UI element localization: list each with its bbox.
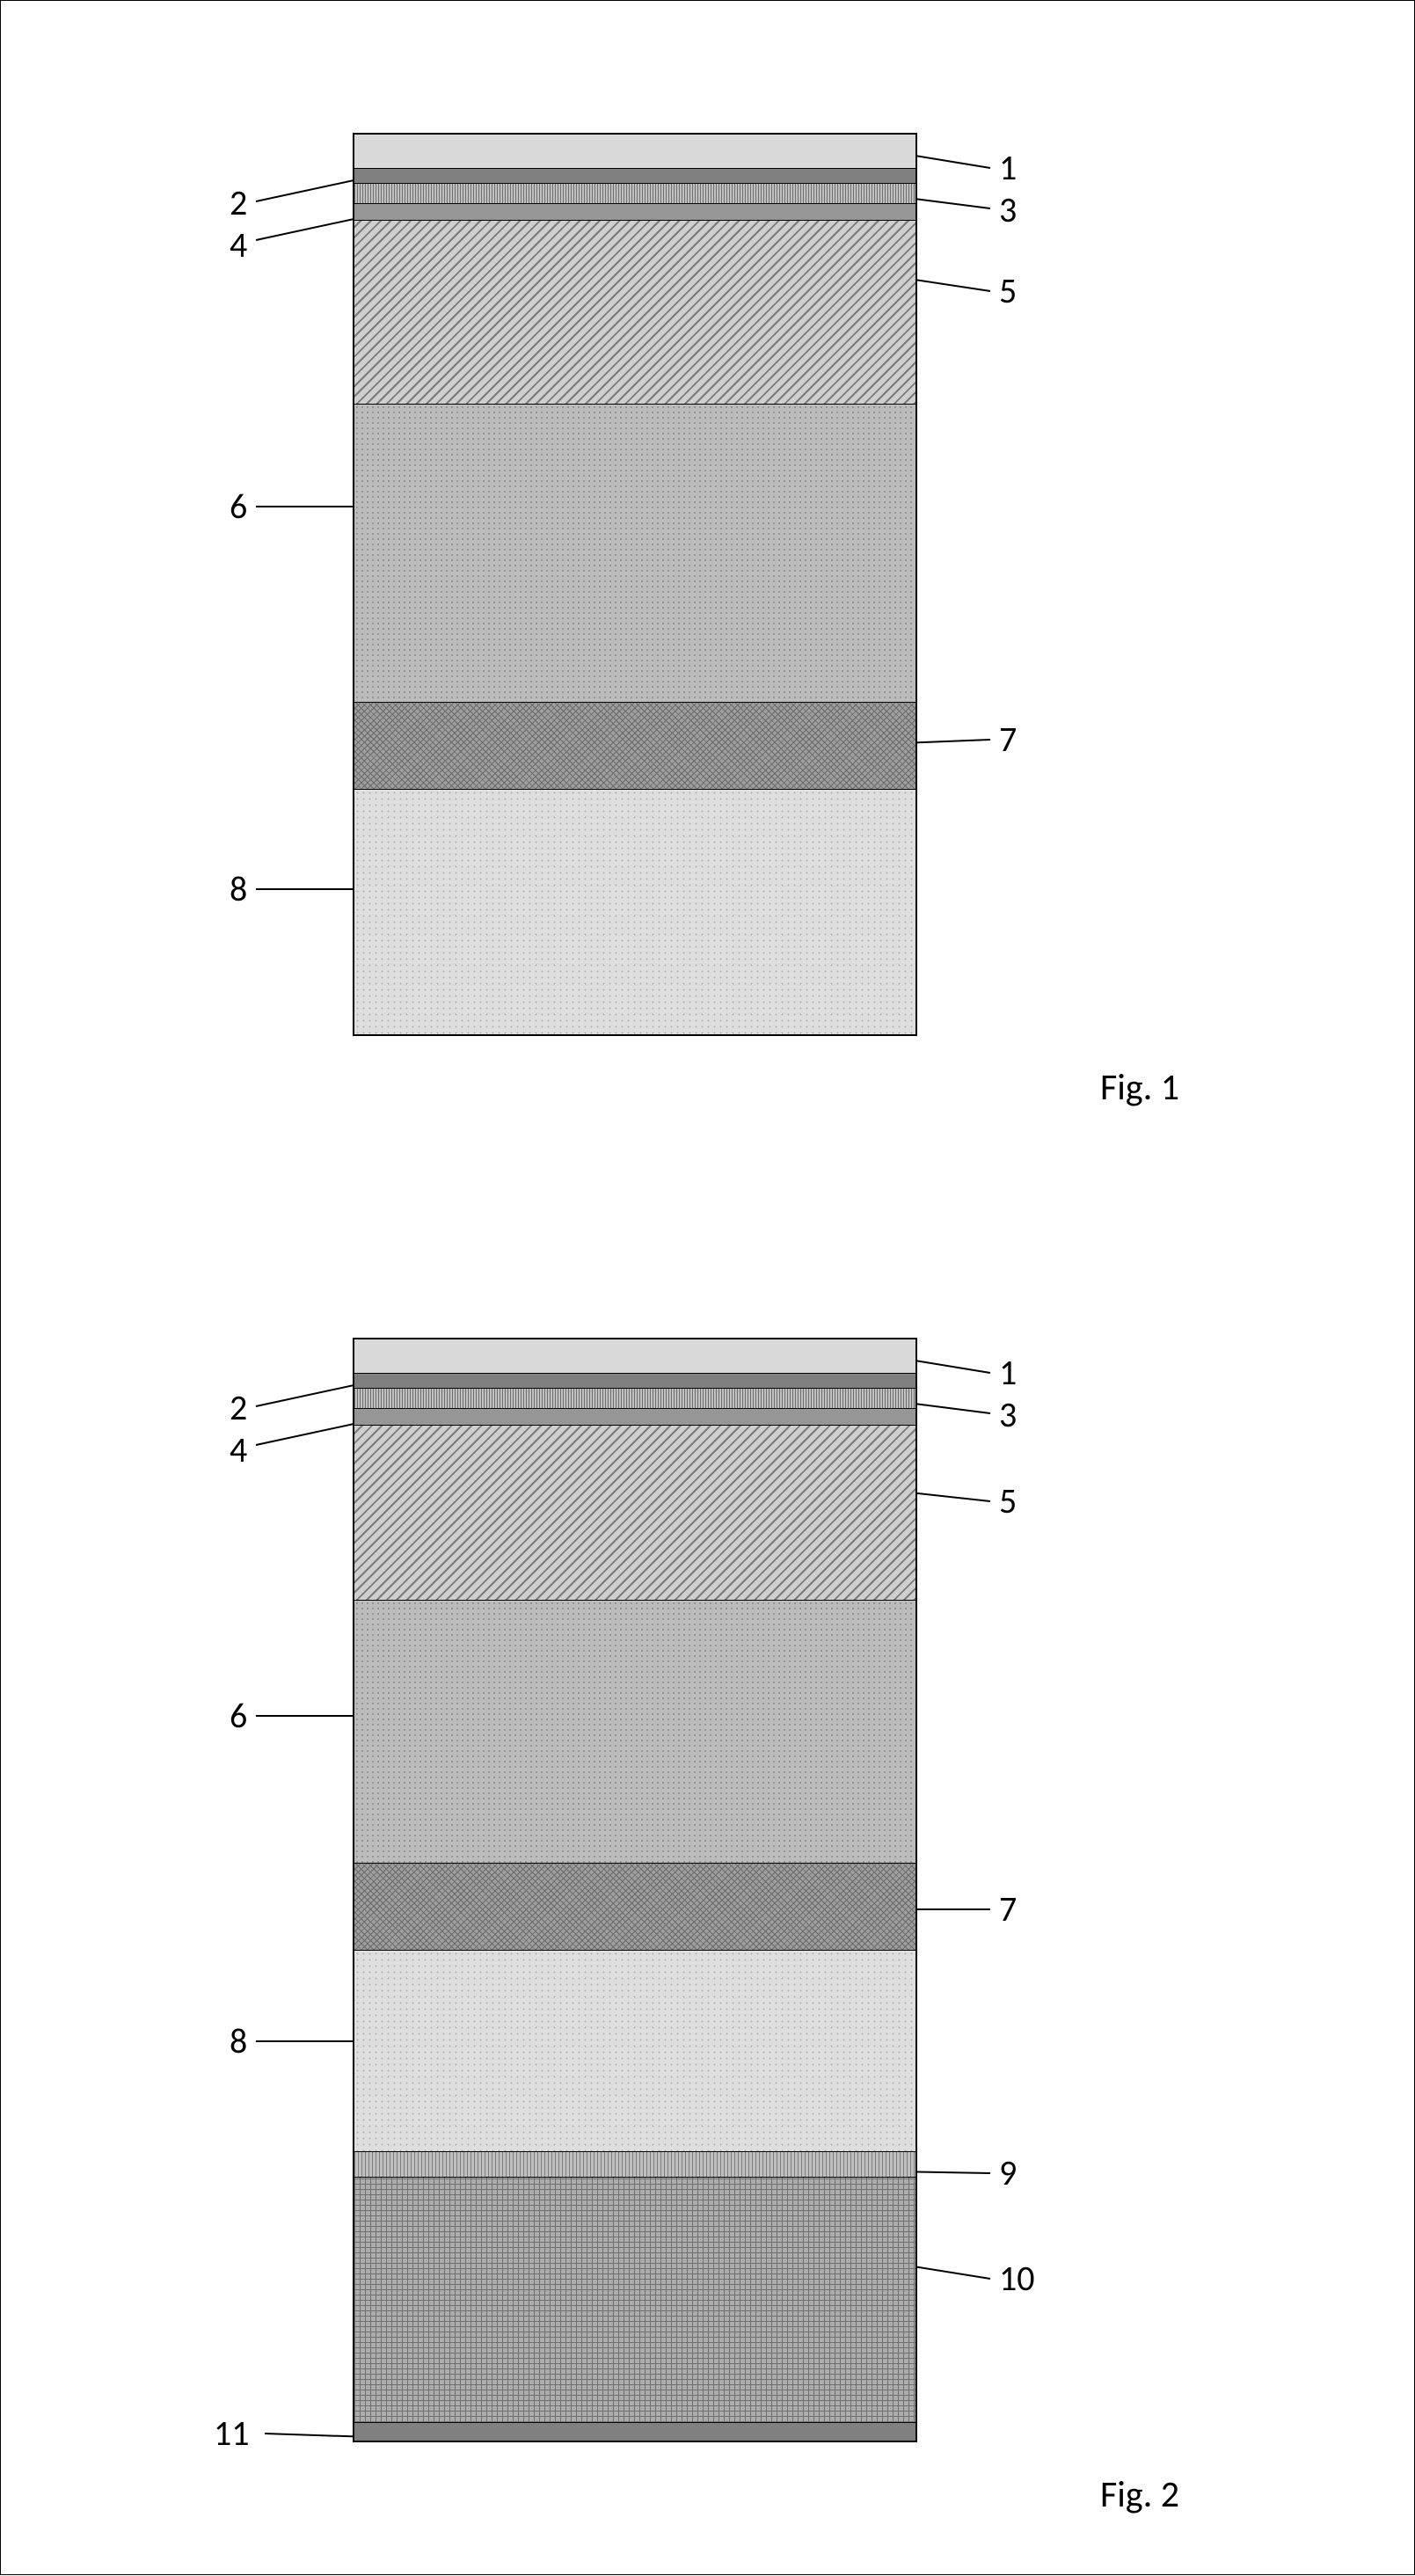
fig2-layer-4 (354, 1408, 916, 1426)
fig1-layer-7 (354, 702, 916, 790)
fig2-stack (353, 1338, 917, 2442)
fig2-layer-3 (354, 1388, 916, 1409)
fig2-layer-1 (354, 1339, 916, 1374)
fig1-callout-7: 7 (999, 722, 1017, 757)
fig1-layer-6 (354, 404, 916, 703)
fig1-layer-3 (354, 183, 916, 204)
fig1-layer-1 (354, 134, 916, 169)
fig2-callout-6: 6 (230, 1698, 247, 1733)
fig1-callout-6: 6 (230, 489, 247, 524)
fig2-layer-11 (354, 2422, 916, 2441)
fig1-callout-8: 8 (230, 872, 247, 907)
fig1-layer-8 (354, 789, 916, 1035)
fig2-callout-4: 4 (230, 1433, 247, 1468)
fig2-callout-11: 11 (214, 2416, 250, 2451)
fig2-layer-5 (354, 1425, 916, 1601)
fig1-layer-2 (354, 168, 916, 184)
fig2-layer-7 (354, 1863, 916, 1951)
fig2-layer-2 (354, 1373, 916, 1389)
fig2-callout-10: 10 (999, 2261, 1035, 2296)
fig1-callout-3: 3 (999, 193, 1017, 228)
fig1-caption: Fig. 1 (1100, 1065, 1179, 1110)
fig2-callout-1: 1 (999, 1355, 1017, 1390)
fig2-callout-7: 7 (999, 1892, 1017, 1927)
fig1-layer-5 (354, 220, 916, 405)
fig2-layer-6 (354, 1600, 916, 1864)
fig2-callout-9: 9 (999, 2156, 1017, 2191)
fig2-caption: Fig. 2 (1100, 2472, 1179, 2517)
fig2-callout-8: 8 (230, 2024, 247, 2059)
page: Fig. 1 1 2 3 4 5 6 7 8 Fig. 2 1 2 3 4 5 6 7 8 9 10 11 (0, 0, 1415, 2575)
fig2-layer-10 (354, 2177, 916, 2423)
fig1-callout-5: 5 (999, 274, 1017, 309)
fig1-callout-2: 2 (230, 186, 247, 221)
fig2-layer-9 (354, 2151, 916, 2178)
fig2-callout-2: 2 (230, 1390, 247, 1426)
fig1-callout-1: 1 (999, 150, 1017, 186)
fig2-callout-5: 5 (999, 1484, 1017, 1519)
fig2-callout-3: 3 (999, 1397, 1017, 1433)
fig1-stack (353, 133, 917, 1036)
fig2-layer-8 (354, 1950, 916, 2152)
fig1-callout-4: 4 (230, 228, 247, 263)
fig1-layer-4 (354, 203, 916, 221)
